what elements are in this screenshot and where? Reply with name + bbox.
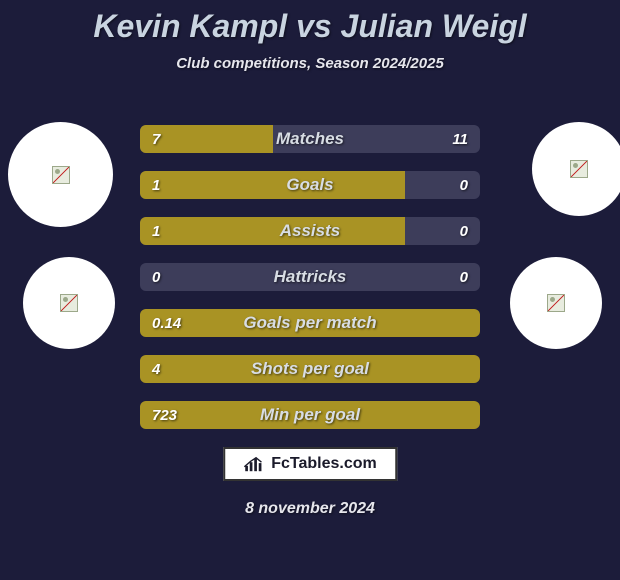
- broken-image-icon: [60, 294, 78, 312]
- stat-row: 0.14Goals per match: [140, 309, 480, 337]
- page-title: Kevin Kampl vs Julian Weigl: [0, 0, 620, 45]
- stat-label: Shots per goal: [140, 359, 480, 379]
- stat-label: Assists: [140, 221, 480, 241]
- page-subtitle: Club competitions, Season 2024/2025: [0, 55, 620, 72]
- player1-avatar: [8, 122, 113, 227]
- stat-value-right: 0: [460, 269, 468, 286]
- stat-row: 0Hattricks0: [140, 263, 480, 291]
- team2-logo: [510, 257, 602, 349]
- stat-label: Goals per match: [140, 313, 480, 333]
- stat-row: 7Matches11: [140, 125, 480, 153]
- stat-value-right: 11: [452, 131, 468, 148]
- player2-avatar: [532, 122, 620, 216]
- broken-image-icon: [547, 294, 565, 312]
- stat-value-right: 0: [460, 223, 468, 240]
- broken-image-icon: [570, 160, 588, 178]
- stat-label: Hattricks: [140, 267, 480, 287]
- chart-icon: [243, 455, 265, 473]
- branding-badge: FcTables.com: [223, 447, 397, 481]
- broken-image-icon: [52, 166, 70, 184]
- stat-label: Matches: [140, 129, 480, 149]
- team1-logo: [23, 257, 115, 349]
- stat-row: 723Min per goal: [140, 401, 480, 429]
- branding-text: FcTables.com: [271, 455, 377, 473]
- stat-row: 1Assists0: [140, 217, 480, 245]
- stat-row: 4Shots per goal: [140, 355, 480, 383]
- stat-value-right: 0: [460, 177, 468, 194]
- stat-row: 1Goals0: [140, 171, 480, 199]
- comparison-card: Kevin Kampl vs Julian Weigl Club competi…: [0, 0, 620, 580]
- stats-container: 7Matches111Goals01Assists00Hattricks00.1…: [140, 125, 480, 447]
- stat-label: Min per goal: [140, 405, 480, 425]
- stat-label: Goals: [140, 175, 480, 195]
- date-label: 8 november 2024: [0, 500, 620, 518]
